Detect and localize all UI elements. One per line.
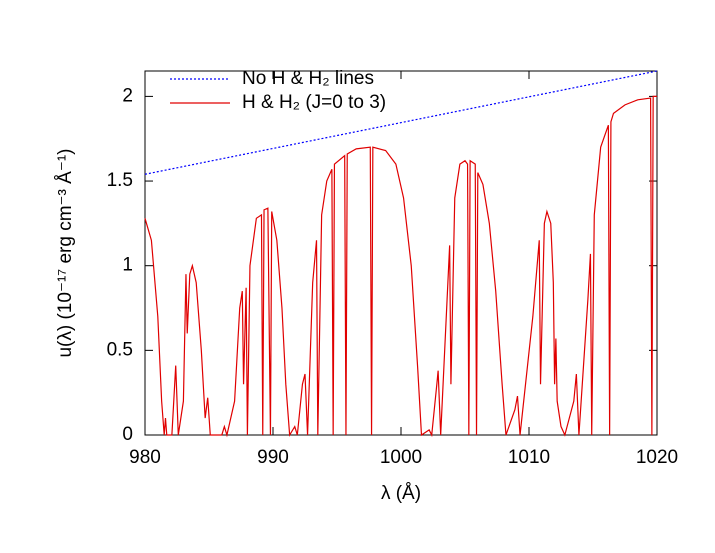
legend-label: H & H₂ (J=0 to 3) xyxy=(242,92,386,113)
y-tick-label: 1.5 xyxy=(107,170,133,191)
y-tick-label: 0 xyxy=(122,424,133,445)
y-tick-label: 0.5 xyxy=(107,339,133,360)
x-tick-label: 1000 xyxy=(380,447,422,468)
x-axis-label: λ (Å) xyxy=(381,483,421,504)
y-tick-label: 1 xyxy=(122,255,133,276)
x-tick-label: 1010 xyxy=(508,447,550,468)
y-axis-label: u(λ) (10⁻¹⁷ erg cm⁻³ Å⁻¹) xyxy=(55,148,76,357)
x-tick-label: 1020 xyxy=(636,447,678,468)
series-line xyxy=(144,95,657,438)
x-tick-label: 990 xyxy=(257,447,289,468)
series-line xyxy=(144,70,658,175)
legend-label: No H & H₂ lines xyxy=(242,68,374,89)
x-tick-label: 980 xyxy=(129,447,161,468)
y-tick-label: 2 xyxy=(122,85,133,106)
plot-frame xyxy=(144,70,658,436)
